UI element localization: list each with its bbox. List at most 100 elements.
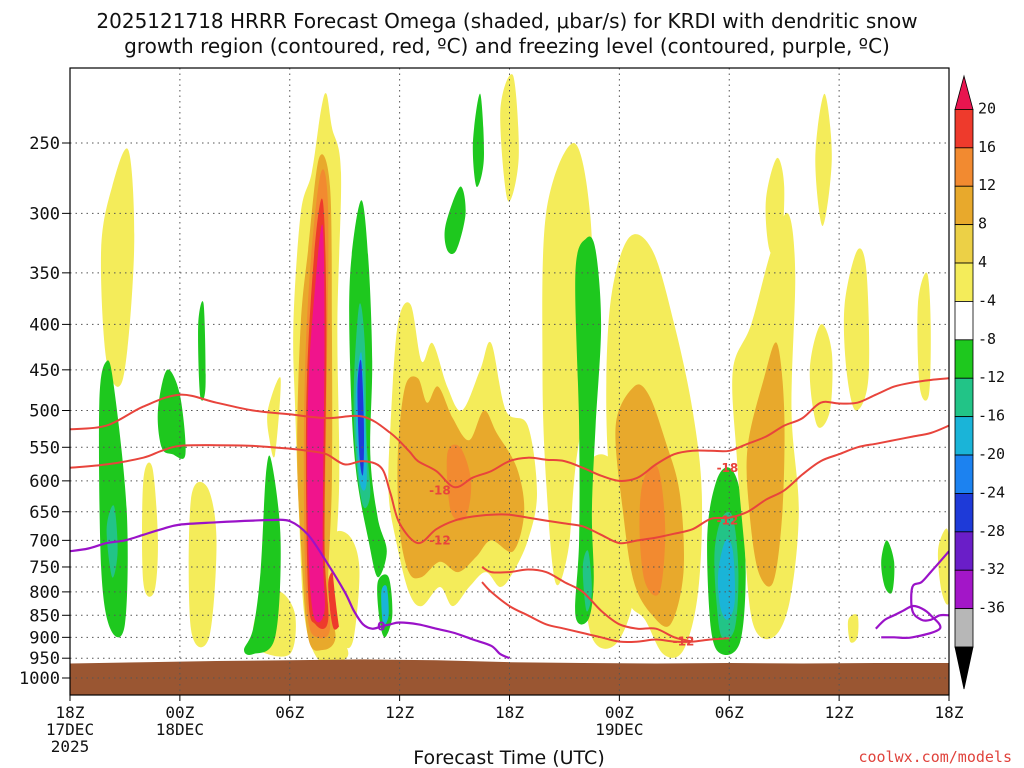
omega-region-pale (331, 530, 360, 649)
colorbar-swatch (954, 454, 974, 494)
omega-region-cyan (717, 539, 736, 620)
x-tick-label: 06Z (715, 703, 744, 722)
x-axis-title: Forecast Time (UTC) (413, 747, 604, 768)
credit-link[interactable]: coolwx.com/models (858, 748, 1012, 766)
x-tick-label: 06Z (275, 703, 304, 722)
x-tick-label: 18Z (495, 703, 524, 722)
colorbar-swatch (954, 224, 974, 264)
x-tick-label: 12Z (385, 703, 414, 722)
omega-region-pale (937, 528, 949, 605)
dgz-contour-label: -18 (429, 483, 451, 497)
x-tick-label: 00Z (165, 703, 194, 722)
y-tick-label: 400 (29, 315, 60, 335)
x-tick-label: 18Z (56, 703, 85, 722)
y-tick-label: 950 (29, 649, 60, 669)
colorbar-bottom-triangle (954, 646, 974, 690)
omega-region-teal (582, 550, 592, 612)
y-tick-label: 250 (29, 134, 60, 154)
colorbar-swatch (954, 262, 974, 302)
dgz-contour-3 (481, 581, 730, 644)
omega-region-green (198, 301, 206, 401)
colorbar-swatch (954, 109, 974, 149)
y-axis-ticks: 2503003504004505005506006507007508008509… (19, 134, 70, 689)
x-tick-label: 18Z (935, 703, 964, 722)
omega-region-cyan (381, 585, 389, 626)
colorbar-label: -8 (978, 330, 996, 348)
x-tick-label: 18DEC (156, 720, 204, 739)
omega-region-green (881, 540, 895, 594)
y-tick-label: 1000 (19, 669, 60, 689)
y-tick-label: 550 (29, 438, 60, 458)
omega-region-pale (815, 93, 832, 226)
x-tick-label: 17DEC (46, 720, 94, 739)
colorbar-swatch (954, 147, 974, 187)
omega-colorbar: 20 16 12 8 4 -4 -8 -12 -16 -20 -24 -28 -32 -36 (954, 74, 1005, 690)
omega-region-green (244, 455, 281, 655)
omega-region-pale (141, 462, 158, 597)
dgz-contour-0 (70, 377, 949, 489)
omega-region-pale (267, 377, 281, 458)
colorbar-label: -36 (978, 599, 1005, 617)
freezing-contour-1 (910, 550, 949, 622)
chart-title-line2: growth region (contoured, red, ºC) and f… (124, 34, 890, 58)
y-tick-label: 350 (29, 264, 60, 284)
colorbar-label: -16 (978, 407, 1005, 425)
dgz-contour-2 (481, 566, 693, 643)
dgz-contour-label: -12 (673, 635, 695, 649)
omega-shading (98, 74, 949, 664)
x-tick-label: 2025 (51, 737, 90, 756)
omega-region-green (349, 200, 387, 578)
omega-region-pale (765, 157, 785, 258)
colorbar-label: -24 (978, 483, 1005, 501)
chart-title-line1: 2025121718 HRRR Forecast Omega (shaded, … (96, 9, 917, 33)
colorbar-label: 12 (978, 176, 996, 194)
colorbar-swatch (954, 301, 974, 341)
temperature-contours: -18 -12 -18 -12 -12 0 (70, 377, 949, 660)
y-tick-label: 600 (29, 472, 60, 492)
omega-region-orange (639, 464, 666, 596)
dgz-contour-1 (70, 424, 949, 545)
y-tick-label: 900 (29, 628, 60, 648)
freezing-contour-label: 0 (377, 619, 385, 633)
y-tick-label: 800 (29, 583, 60, 603)
colorbar-swatch (954, 531, 974, 571)
colorbar-label: 4 (978, 253, 987, 271)
colorbar-swatch (954, 493, 974, 533)
omega-region-green (444, 186, 466, 255)
colorbar-label: -28 (978, 522, 1005, 540)
colorbar-swatch (954, 569, 974, 610)
x-tick-label: 19DEC (595, 720, 643, 739)
y-tick-label: 300 (29, 204, 60, 224)
omega-region-navy (357, 359, 364, 476)
omega-region-pale (100, 148, 135, 387)
colorbar-swatch (954, 339, 974, 379)
x-tick-label: 00Z (605, 703, 634, 722)
freezing-contour-0 (70, 518, 510, 660)
colorbar-swatch (954, 185, 974, 226)
y-tick-label: 500 (29, 402, 60, 422)
colorbar-swatch (954, 416, 974, 456)
omega-region-pale (847, 614, 859, 643)
colorbar-label: -12 (978, 368, 1005, 386)
freezing-contour-2 (875, 604, 942, 640)
colorbar-label: -4 (978, 291, 996, 309)
dgz-contour-label: -12 (717, 514, 739, 528)
omega-region-gold (746, 342, 785, 587)
colorbar-label: 20 (978, 99, 996, 117)
omega-region-orange (446, 444, 472, 521)
omega-region-green (575, 236, 602, 625)
colorbar-label: -20 (978, 445, 1005, 463)
omega-region-pale (917, 272, 931, 401)
y-tick-label: 850 (29, 606, 60, 626)
colorbar-label: 8 (978, 215, 987, 233)
y-tick-label: 650 (29, 503, 60, 523)
colorbar-label: 16 (978, 138, 996, 156)
y-tick-label: 700 (29, 531, 60, 551)
dgz-contour-label: -18 (717, 461, 739, 475)
colorbar-label: -32 (978, 560, 1005, 578)
omega-region-green (157, 369, 186, 459)
colorbar-swatch (954, 377, 974, 418)
omega-region-pale (500, 74, 519, 202)
